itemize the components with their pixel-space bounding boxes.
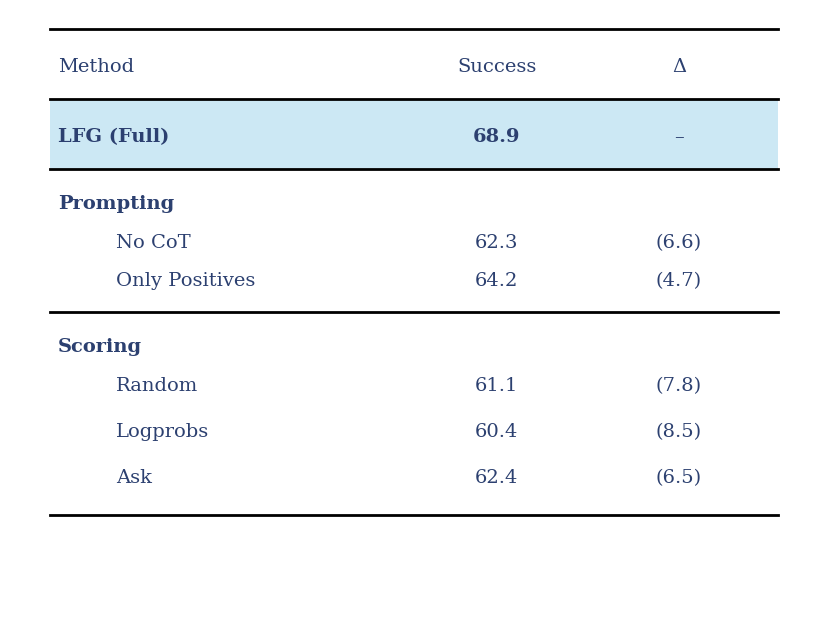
Text: 62.3: 62.3 [475,234,518,252]
Text: Method: Method [58,58,134,76]
Text: 60.4: 60.4 [475,424,518,441]
Text: 68.9: 68.9 [472,128,520,146]
Text: (6.5): (6.5) [655,469,701,487]
Text: Random: Random [116,377,198,395]
Text: (8.5): (8.5) [655,424,701,441]
Text: Logprobs: Logprobs [116,424,209,441]
Text: Δ: Δ [671,58,686,76]
Text: Only Positives: Only Positives [116,272,255,290]
Text: (6.6): (6.6) [655,234,701,252]
Text: No CoT: No CoT [116,234,190,252]
Text: 61.1: 61.1 [475,377,518,395]
Bar [50,99,777,169]
Text: –: – [673,128,683,146]
Text: Scoring: Scoring [58,338,142,356]
Text: LFG (Full): LFG (Full) [58,128,170,146]
Text: 62.4: 62.4 [475,469,518,487]
Text: Success: Success [457,58,536,76]
Text: Ask: Ask [116,469,151,487]
Text: (4.7): (4.7) [655,272,701,290]
Text: (7.8): (7.8) [655,377,701,395]
Text: Prompting: Prompting [58,195,174,212]
Text: 64.2: 64.2 [475,272,518,290]
